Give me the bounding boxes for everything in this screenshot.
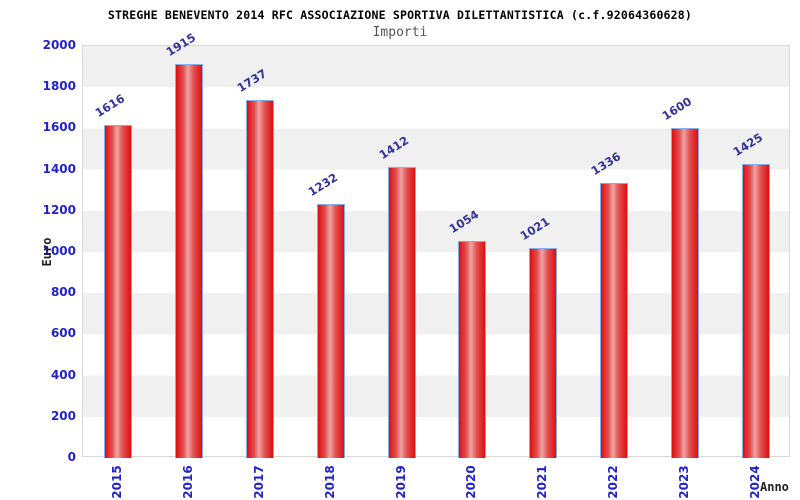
bar — [600, 182, 628, 458]
y-tick-label: 800 — [50, 285, 76, 300]
bar — [387, 167, 416, 458]
bar — [246, 100, 274, 458]
x-tick-label: 2021 — [535, 465, 550, 499]
bar — [741, 164, 770, 458]
x-tick-label: 2015 — [110, 465, 125, 499]
chart-subtitle: Importi — [372, 25, 428, 40]
x-tick-label: 2022 — [606, 465, 620, 499]
x-tick-label: 2023 — [676, 465, 691, 499]
y-axis-label: Euro — [40, 237, 54, 267]
bar — [670, 128, 699, 458]
y-tick-label: 1000 — [42, 244, 76, 258]
y-tick-label: 600 — [50, 326, 76, 341]
bar — [316, 204, 345, 458]
y-tick-label: 1600 — [42, 120, 76, 135]
bar — [458, 240, 487, 458]
y-tick-label: 0 — [67, 450, 76, 464]
plot-area — [82, 45, 790, 458]
x-tick-label: 2016 — [181, 465, 196, 499]
bar — [175, 63, 204, 458]
x-axis-label: Anno — [760, 480, 789, 494]
x-tick-label: 2019 — [393, 465, 408, 499]
x-tick-label: 2020 — [464, 465, 479, 499]
y-tick-label: 200 — [50, 408, 76, 423]
bar — [104, 125, 133, 458]
x-tick-label: 2018 — [322, 465, 337, 499]
y-tick-label: 1800 — [42, 79, 76, 94]
bar — [529, 247, 558, 458]
y-tick-label: 1200 — [42, 202, 76, 217]
y-tick-label: 1400 — [42, 161, 76, 176]
x-tick-label: 2017 — [252, 465, 266, 499]
y-tick-label: 400 — [50, 367, 76, 382]
y-tick-label: 2000 — [42, 38, 76, 52]
chart-title: STREGHE BENEVENTO 2014 RFC ASSOCIAZIONE … — [107, 8, 693, 22]
